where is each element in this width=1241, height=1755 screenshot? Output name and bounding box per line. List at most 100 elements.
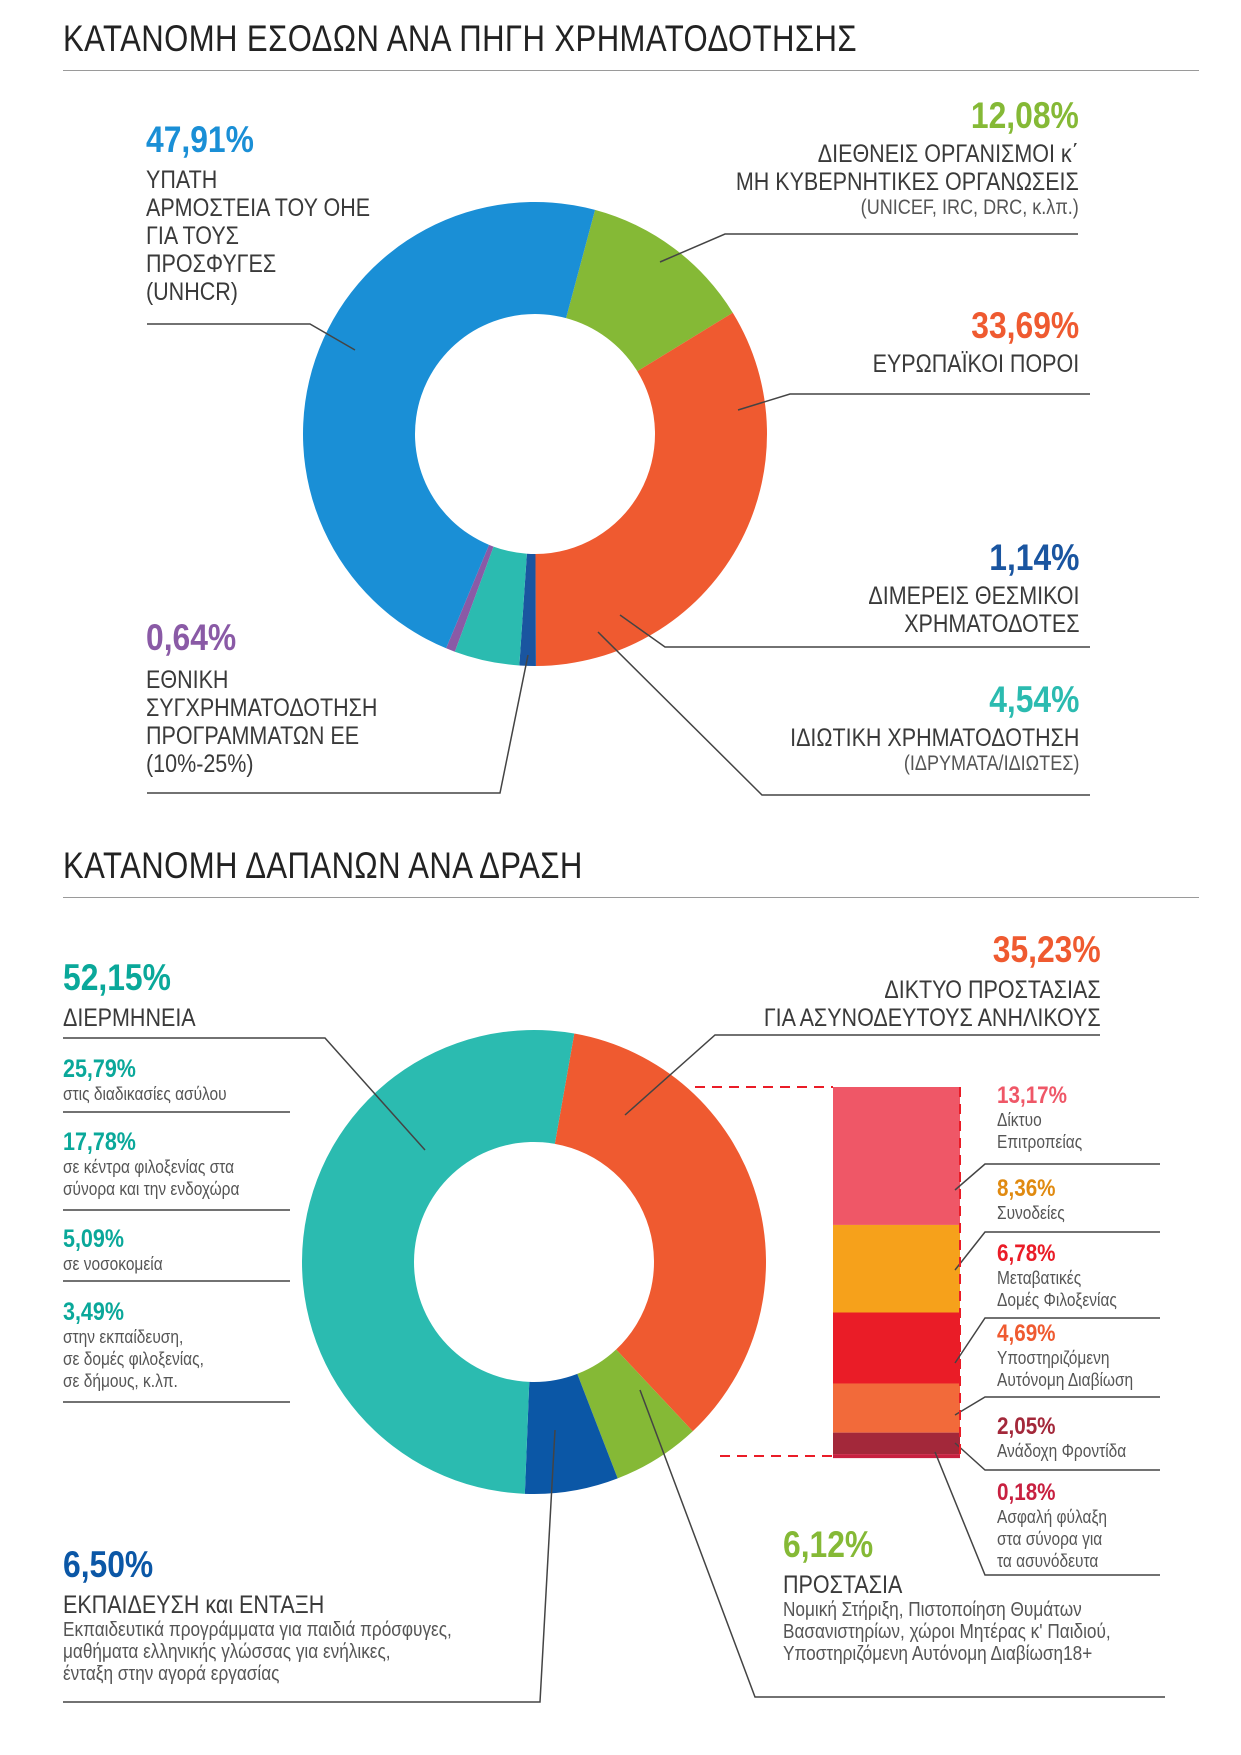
network-bar-segment-3 [833,1312,960,1384]
interp-asylum-line-1: στις διαδικασίες ασύλου [63,1084,227,1104]
eu-line-1: ΕΥΡΩΠΑΪΚΟΙ ΠΟΡΟΙ [872,350,1079,378]
escorts-line-1: Συνοδείες [997,1203,1065,1223]
leader-line-b2 [954,1231,1160,1271]
unhcr-line-1: ΥΠΑΤΗ [146,166,218,194]
leader-line-bil [619,614,1090,648]
national-percentage: 0,64% [146,617,237,658]
income-chart-title: ΚΑΤΑΝΟΜΗ ΕΣΟΔΩΝ ΑΝΑ ΠΗΓΗ ΧΡΗΜΑΤΟΔΟΤΗΣΗΣ [63,18,858,59]
unhcr-line-3: ΓΙΑ ΤΟΥΣ [146,222,239,250]
interp-education-percentage: 3,49% [63,1298,124,1326]
leader-line-b4 [954,1396,1160,1416]
leader-line-edu [63,1429,556,1703]
label-protection: 6,12% ΠΡΟΣΤΑΣΙΑ Νομική Στήριξη, Πιστοποί… [783,1524,1164,1666]
private-percentage: 4,54% [988,679,1079,720]
expense-slice-4 [301,1030,575,1494]
intl-line-2: ΜΗ ΚΥΒΕΡΝΗΤΙΚΕΣ ΟΡΓΑΝΩΣΕΙΣ [736,168,1079,196]
transitional-percentage: 6,78% [997,1240,1056,1267]
leader-line-prot [639,1389,1165,1698]
intl-line-1: ΔΙΕΘΝΕΙΣ ΟΡΓΑΝΙΣΜΟΙ κ΄ [817,140,1079,168]
expense-chart-title: ΚΑΤΑΝΟΜΗ ΔΑΠΑΝΩΝ ΑΝΑ ΔΡΑΣΗ [63,845,583,886]
label-intl-orgs: 12,08% ΔΙΕΘΝΕΙΣ ΟΡΓΑΝΙΣΜΟΙ κ΄ ΜΗ ΚΥΒΕΡΝΗ… [680,95,1079,220]
label-interp-hospitals: 5,09% σε νοσοκομεία [63,1225,163,1275]
expense-slice-2 [577,1349,693,1479]
leader-line-intl [659,233,1078,263]
network-stacked-bar [833,1087,960,1459]
label-unhcr: 47,91% ΥΠΑΤΗ ΑΡΜΟΣΤΕΙΑ ΤΟΥ ΟΗΕ ΓΙΑ ΤΟΥΣ … [146,119,407,307]
protection-line-3: Βασανιστηρίων, χώροι Μητέρας κ' Παιδιού, [783,1621,1111,1643]
network-line-2: ΓΙΑ ΑΣΥΝΟΔΕΥΤΟΥΣ ΑΝΗΛΙΚΟΥΣ [764,1004,1101,1032]
border-custody-line-3: τα ασυνόδευτα [997,1551,1099,1571]
label-guardianship: 13,17% Δίκτυο Επιτροπείας [997,1083,1082,1153]
border-custody-line-1: Ασφαλή φύλαξη [997,1507,1108,1527]
expense-slice-1 [554,1033,766,1432]
income-slice-2 [535,312,767,666]
label-education-integration: 6,50% ΕΚΠΑΙΔΕΥΣΗ και ΕΝΤΑΞΗ Εκπαιδευτικά… [63,1545,515,1686]
label-escorts: 8,36% Συνοδείες [997,1176,1065,1224]
network-line-1: ΔΙΚΤΥΟ ΠΡΟΣΤΑΣΙΑΣ [884,976,1101,1004]
label-private: 4,54% ΙΔΙΩΤΙΚΗ ΧΡΗΜΑΤΟΔΟΤΗΣΗ (ΙΔΡΥΜΑΤΑ/Ι… [743,679,1079,776]
escorts-percentage: 8,36% [997,1175,1056,1202]
interp-education-line-1: στην εκπαίδευση, [63,1327,184,1347]
leader-line-eu [737,393,1090,411]
label-eu-resources: 33,69% ΕΥΡΩΠΑΪΚΟΙ ΠΟΡΟΙ [839,306,1079,379]
private-line-2: (ΙΔΡΥΜΑΤΑ/ΙΔΙΩΤΕΣ) [903,752,1079,775]
leader-line-unhcr [147,323,356,351]
foster-care-percentage: 2,05% [997,1413,1056,1440]
label-protection-network: 35,23% ΔΙΚΤΥΟ ΠΡΟΣΤΑΣΙΑΣ ΓΙΑ ΑΣΥΝΟΔΕΥΤΟΥ… [709,929,1101,1033]
intl-percentage: 12,08% [971,95,1079,136]
protection-line-1: ΠΡΟΣΤΑΣΙΑ [783,1571,903,1599]
leader-line-b5 [954,1442,1160,1471]
interp-education-line-3: σε δήμους, κ.λπ. [63,1371,178,1391]
network-percentage: 35,23% [993,929,1101,970]
education-line-1: ΕΚΠΑΙΔΕΥΣΗ και ΕΝΤΑΞΗ [63,1591,325,1619]
protection-line-2: Νομική Στήριξη, Πιστοποίηση Θυμάτων [783,1599,1082,1621]
leader-line-interp [63,1037,426,1151]
expense-donut [301,1030,766,1494]
income-slice-3 [519,553,536,666]
guardianship-line-2: Επιτροπείας [997,1132,1083,1152]
interpretation-percentage: 52,15% [63,957,171,998]
network-bar-segment-5 [833,1432,960,1455]
unhcr-percentage: 47,91% [146,119,254,160]
label-transitional: 6,78% Μεταβατικές Δομές Φιλοξενίας [997,1241,1117,1311]
national-line-2: ΣΥΓΧΡΗΜΑΤΟΔΟΤΗΣΗ [146,694,378,722]
interp-hospitals-line-1: σε νοσοκομεία [63,1254,163,1274]
supported-living-line-2: Αυτόνομη Διαβίωση [997,1370,1134,1390]
interp-reception-percentage: 17,78% [63,1128,136,1156]
leader-line-b1 [954,1163,1160,1191]
transitional-line-2: Δομές Φιλοξενίας [997,1290,1117,1310]
income-slice-5 [446,544,494,652]
unhcr-line-4: ΠΡΟΣΦΥΓΕΣ [146,250,277,278]
bilateral-line-1: ΔΙΜΕΡΕΙΣ ΘΕΣΜΙΚΟΙ [867,582,1079,610]
leader-lines [63,233,1165,1703]
leader-line-priv [597,631,1090,796]
guardianship-percentage: 13,17% [997,1082,1068,1109]
leader-line-nat [147,654,529,794]
income-donut [303,201,767,666]
leader-line-b3 [954,1317,1160,1364]
education-line-4: ένταξη στην αγορά εργασίας [63,1663,280,1685]
bilateral-percentage: 1,14% [988,537,1079,578]
private-line-1: ΙΔΙΩΤΙΚΗ ΧΡΗΜΑΤΟΔΟΤΗΣΗ [789,724,1079,752]
income-slice-1 [566,209,733,372]
unhcr-line-5: (UNHCR) [146,278,238,306]
guardianship-line-1: Δίκτυο [997,1110,1042,1130]
national-line-4: (10%-25%) [146,750,254,778]
label-interpretation: 52,15% ΔΙΕΡΜΗΝΕΙΑ [63,957,217,1033]
income-title-rule [63,70,1199,71]
income-slice-4 [454,546,527,666]
network-bar-segment-2 [833,1224,960,1313]
interp-hospitals-percentage: 5,09% [63,1225,124,1253]
supported-living-percentage: 4,69% [997,1320,1056,1347]
bilateral-line-2: ΧΡΗΜΑΤΟΔΟΤΕΣ [903,610,1079,638]
education-line-3: μαθήματα ελληνικής γλώσσας για ενήλικες, [63,1641,391,1663]
border-custody-percentage: 0,18% [997,1479,1056,1506]
label-supported-living: 4,69% Υποστηριζόμενη Αυτόνομη Διαβίωση [997,1321,1133,1391]
protection-percentage: 6,12% [783,1524,874,1565]
border-custody-line-2: στα σύνορα για [997,1529,1103,1549]
leader-line-b6 [934,1451,1160,1576]
label-national: 0,64% ΕΘΝΙΚΗ ΣΥΓΧΡΗΜΑΤΟΔΟΤΗΣΗ ΠΡΟΓΡΑΜΜΑΤ… [146,617,415,779]
national-line-3: ΠΡΟΓΡΑΜΜΑΤΩΝ ΕΕ [146,722,360,750]
education-line-2: Εκπαιδευτικά προγράμματα για παιδιά πρόσ… [63,1619,452,1641]
